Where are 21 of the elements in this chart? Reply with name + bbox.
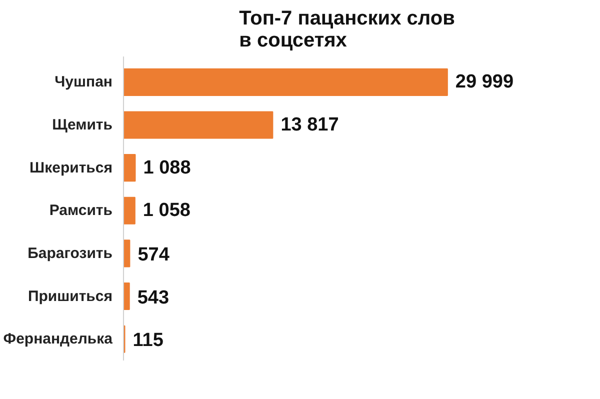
data-label: 13 817 (280, 114, 339, 136)
y-tick-label: Пришиться (28, 288, 113, 305)
bar (124, 68, 448, 96)
data-label: 115 (132, 330, 164, 352)
y-tick-label: Шкериться (30, 159, 112, 176)
bar (124, 282, 130, 310)
y-tick-label: Рамсить (49, 202, 113, 220)
data-label: 1 088 (143, 157, 191, 178)
bar (124, 111, 274, 139)
y-tick-label: Барагозить (28, 244, 113, 262)
chart-title: Топ-7 пацанских слов в соцсетях (239, 8, 455, 52)
y-tick-label: Чушпан (54, 74, 113, 91)
bar (124, 196, 136, 224)
y-tick-label: Щемить (52, 116, 113, 134)
data-label: 543 (137, 287, 170, 308)
y-tick-label: Фернанделька (3, 330, 114, 348)
bar (124, 154, 136, 182)
data-label: 29 999 (455, 72, 514, 93)
data-label: 574 (138, 244, 170, 266)
data-label: 1 058 (142, 200, 190, 222)
bar (124, 240, 130, 268)
